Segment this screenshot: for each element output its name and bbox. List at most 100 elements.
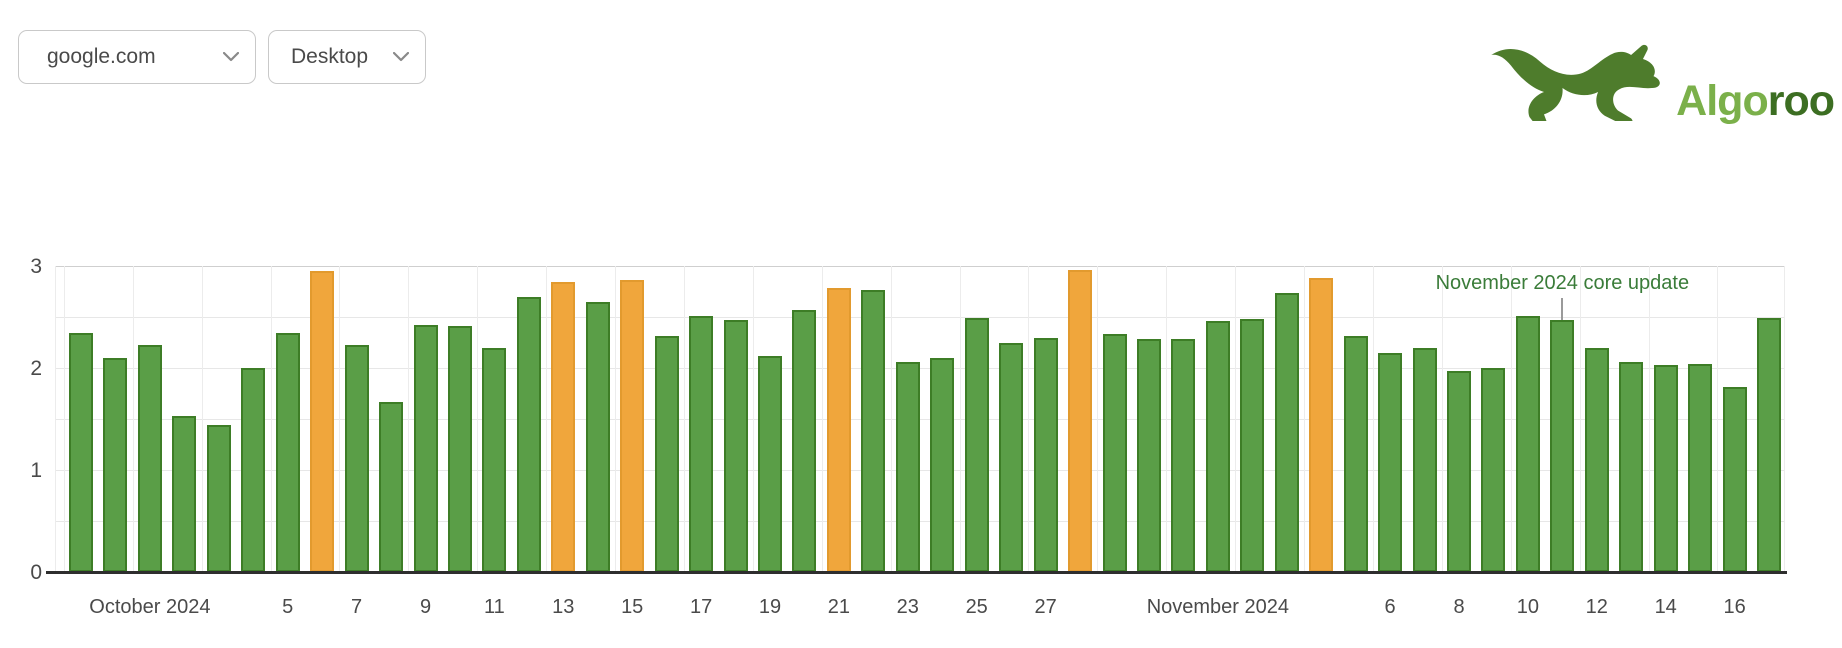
gridline-v xyxy=(63,266,65,572)
bar[interactable] xyxy=(1205,321,1230,572)
bar[interactable] xyxy=(723,320,748,572)
gridline-v xyxy=(270,266,272,572)
bar[interactable] xyxy=(1515,315,1540,572)
bar[interactable] xyxy=(861,290,886,572)
bar[interactable] xyxy=(930,357,955,572)
bar[interactable] xyxy=(206,425,231,572)
bar[interactable] xyxy=(689,315,714,572)
gridline-h xyxy=(55,266,1784,267)
gridline-v xyxy=(890,266,892,572)
x-axis-label: 21 xyxy=(827,596,851,618)
bar[interactable] xyxy=(1481,368,1506,572)
core-update-annotation: November 2024 core update xyxy=(1435,272,1690,294)
x-axis-label: 13 xyxy=(552,596,575,618)
y-axis-label: 1 xyxy=(30,459,42,482)
gridline-v xyxy=(1510,266,1512,572)
bar[interactable] xyxy=(1136,339,1161,572)
bar[interactable] xyxy=(1343,336,1368,572)
x-axis-label: 25 xyxy=(965,596,988,618)
bar[interactable] xyxy=(241,368,266,572)
gridline-v xyxy=(615,266,616,572)
x-axis-label: October 2024 xyxy=(89,596,211,618)
logo-text-roo: roo xyxy=(1767,77,1835,125)
bar[interactable] xyxy=(172,415,197,572)
bar[interactable] xyxy=(654,336,679,572)
gridline-h xyxy=(55,317,1784,318)
gridline-v xyxy=(1372,266,1374,572)
x-axis-label: 16 xyxy=(1723,596,1746,618)
bar[interactable] xyxy=(69,333,93,572)
gridline-v xyxy=(339,266,341,572)
bar[interactable] xyxy=(413,325,438,572)
bar-highlighted[interactable] xyxy=(551,282,576,572)
bar[interactable] xyxy=(344,344,369,572)
bar[interactable] xyxy=(1033,338,1058,572)
gridline-v xyxy=(959,266,961,572)
bar[interactable] xyxy=(103,357,128,572)
logo-text-algo: Algo xyxy=(1676,77,1769,125)
bar[interactable] xyxy=(999,342,1024,572)
bar[interactable] xyxy=(792,309,817,572)
gridline-v xyxy=(1717,266,1719,572)
bar[interactable] xyxy=(1619,361,1644,572)
bar[interactable] xyxy=(1653,364,1678,572)
bar[interactable] xyxy=(1447,371,1471,572)
bar[interactable] xyxy=(758,355,782,572)
bar[interactable] xyxy=(137,344,162,572)
x-axis-line xyxy=(46,571,1787,574)
bar-highlighted[interactable] xyxy=(826,288,851,572)
x-axis-label: 23 xyxy=(896,596,919,618)
bar-highlighted[interactable] xyxy=(1309,278,1334,572)
bar[interactable] xyxy=(1171,339,1196,572)
gridline-v xyxy=(546,266,548,572)
bar[interactable] xyxy=(964,318,989,572)
bar[interactable] xyxy=(379,401,404,572)
x-axis-label: 9 xyxy=(419,596,432,618)
bar[interactable] xyxy=(1378,352,1403,572)
chevron-down-icon xyxy=(393,52,409,62)
bar[interactable] xyxy=(1757,318,1782,572)
gridline-v xyxy=(1648,266,1650,572)
bar[interactable] xyxy=(1412,347,1437,572)
bar[interactable] xyxy=(482,347,507,572)
gridline-v xyxy=(1304,266,1305,572)
bar[interactable] xyxy=(1102,334,1127,572)
x-axis-label: 12 xyxy=(1585,596,1608,618)
bar-highlighted[interactable] xyxy=(1068,270,1093,572)
gridline-v xyxy=(201,266,203,572)
algoroo-logo[interactable]: Algoroo xyxy=(1484,8,1836,134)
x-axis-label: 5 xyxy=(282,596,294,618)
site-dropdown-value: google.com xyxy=(47,45,156,68)
gridline-v xyxy=(408,266,410,572)
gridline-v xyxy=(1235,266,1237,572)
bar[interactable] xyxy=(585,301,610,572)
device-dropdown[interactable]: Desktop xyxy=(268,30,426,84)
chevron-down-icon xyxy=(223,52,239,62)
gridline-v xyxy=(1784,266,1785,572)
bar[interactable] xyxy=(1550,320,1575,572)
annotation-pointer-line xyxy=(1561,298,1564,321)
gridline-v xyxy=(132,266,134,572)
x-axis-label: 7 xyxy=(351,596,363,618)
bar[interactable] xyxy=(895,361,920,572)
bar[interactable] xyxy=(447,326,472,572)
bar-highlighted[interactable] xyxy=(620,280,645,572)
x-axis-label: 8 xyxy=(1453,596,1465,618)
bar[interactable] xyxy=(1722,387,1747,572)
bar[interactable] xyxy=(1584,347,1609,572)
x-axis-label: 15 xyxy=(621,596,644,618)
site-dropdown[interactable]: google.com xyxy=(18,30,256,84)
gridline-v xyxy=(821,266,823,572)
bar[interactable] xyxy=(1240,319,1265,572)
device-dropdown-value: Desktop xyxy=(291,45,369,68)
bar[interactable] xyxy=(1274,292,1299,572)
bar[interactable] xyxy=(1688,363,1713,572)
bar[interactable] xyxy=(516,296,541,572)
gridline-v xyxy=(683,266,685,572)
bar-highlighted[interactable] xyxy=(310,271,335,572)
logo-text: Algoroo xyxy=(1676,77,1835,126)
bar[interactable] xyxy=(275,333,300,572)
gridline-v xyxy=(752,266,754,572)
gridline-v xyxy=(477,266,479,572)
